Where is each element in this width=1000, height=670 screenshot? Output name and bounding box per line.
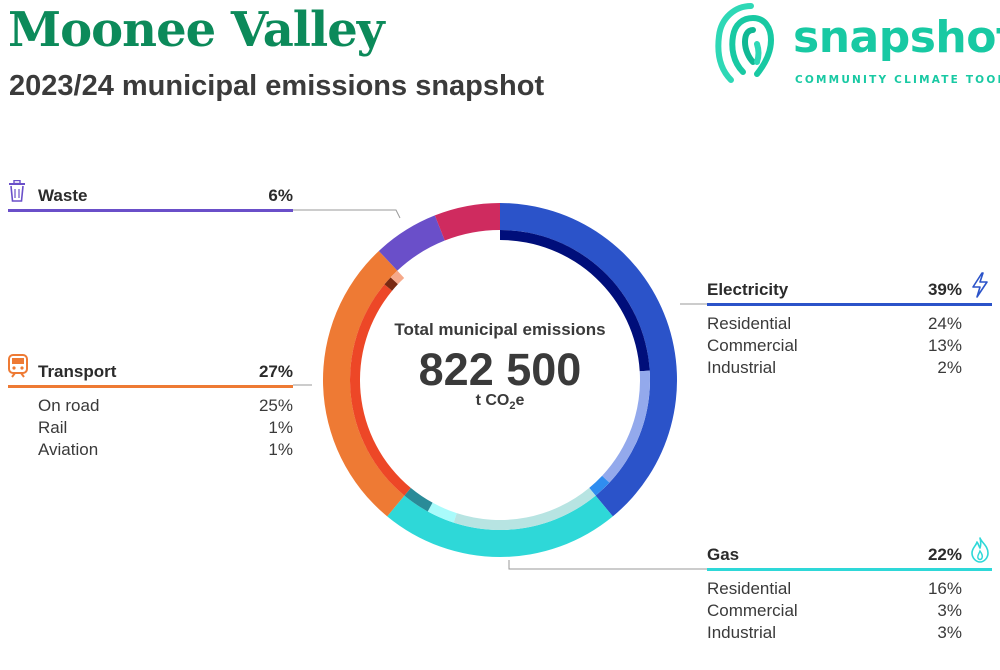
logo-tagline: COMMUNITY CLIMATE TOOL xyxy=(795,74,1000,86)
electricity-legend: Electricity 39% Residential 24% Commerci… xyxy=(707,280,992,380)
electricity-item-pct: 13% xyxy=(927,336,962,355)
logo-wordmark: snapshot xyxy=(793,12,1000,63)
other-slice xyxy=(434,203,500,241)
gas-commercial-slice xyxy=(427,502,457,523)
transport-item-pct: 25% xyxy=(258,396,293,415)
transport-label: Transport xyxy=(38,362,117,381)
electricity-pct: 39% xyxy=(927,280,962,299)
gas-residential-slice xyxy=(453,487,596,530)
electricity-rule xyxy=(707,303,992,306)
transport-legend: Transport 27% On road 25% Rail 1% Aviati… xyxy=(8,362,293,462)
electricity-slice xyxy=(500,203,677,517)
snapshot-logo: snapshot COMMUNITY CLIMATE TOOL xyxy=(713,0,1000,92)
donut-center: Total municipal emissions 822 500 t CO2e xyxy=(350,320,650,412)
transport-item-label: Rail xyxy=(38,418,68,437)
electricity-commercial-slice xyxy=(602,370,650,483)
electricity-industrial-slice xyxy=(589,475,610,496)
gas-item-label: Residential xyxy=(707,579,792,598)
total-label: Total municipal emissions xyxy=(394,320,606,339)
electricity-item-label: Commercial xyxy=(707,336,798,355)
gas-legend: Gas 22% Residential 16% Commercial 3% In… xyxy=(707,545,992,645)
gas-item-pct: 3% xyxy=(937,623,962,642)
gas-slice xyxy=(387,495,613,557)
flame-icon xyxy=(971,537,989,563)
lightning-icon xyxy=(972,272,988,298)
gas-item-label: Industrial xyxy=(707,623,776,642)
electricity-residential-slice xyxy=(500,230,650,372)
electricity-item-pct: 2% xyxy=(937,358,962,377)
transport-aviation-slice xyxy=(390,270,405,285)
gas-rule xyxy=(707,568,992,571)
waste-legend: Waste 6% xyxy=(8,186,293,216)
train-icon xyxy=(8,354,28,378)
fingerprint-icon xyxy=(715,3,775,83)
waste-label: Waste xyxy=(38,186,88,205)
transport-slice xyxy=(323,250,405,517)
page-title: Moonee Valley xyxy=(8,2,385,58)
trash-icon xyxy=(9,180,25,202)
waste-rule xyxy=(8,209,293,212)
gas-pct: 22% xyxy=(927,545,962,564)
transport-item-label: On road xyxy=(38,396,100,415)
electricity-item-pct: 24% xyxy=(927,314,962,333)
electricity-label: Electricity xyxy=(707,280,789,299)
transport-rule xyxy=(8,385,293,388)
total-unit: t CO2e xyxy=(475,392,525,413)
transport-on-road-slice xyxy=(349,284,411,496)
page-subtitle: 2023/24 municipal emissions snapshot xyxy=(9,70,545,102)
gas-industrial-slice xyxy=(404,487,433,512)
gas-label: Gas xyxy=(707,545,740,564)
transport-item-pct: 1% xyxy=(268,440,293,459)
gas-item-label: Commercial xyxy=(707,601,798,620)
transport-item-pct: 1% xyxy=(268,418,293,437)
transport-item-label: Aviation xyxy=(38,440,99,459)
electricity-item-label: Residential xyxy=(707,314,792,333)
gas-item-pct: 3% xyxy=(937,601,962,620)
gas-item-pct: 16% xyxy=(927,579,962,598)
gas-leader xyxy=(508,560,707,570)
transport-pct: 27% xyxy=(258,362,293,381)
transport-rail-slice xyxy=(384,277,398,291)
waste-slice xyxy=(378,215,445,271)
waste-leader xyxy=(293,209,401,219)
emissions-donut-chart xyxy=(323,203,677,557)
total-value: 822 500 xyxy=(418,344,582,395)
electricity-item-label: Industrial xyxy=(707,358,776,377)
waste-pct: 6% xyxy=(268,186,293,205)
